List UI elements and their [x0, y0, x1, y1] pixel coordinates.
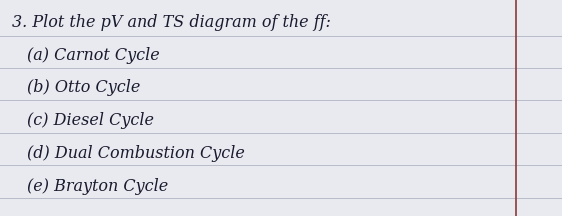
Text: (e) Brayton Cycle: (e) Brayton Cycle — [27, 178, 168, 195]
Text: (d) Dual Combustion Cycle: (d) Dual Combustion Cycle — [27, 145, 245, 162]
Text: (b) Otto Cycle: (b) Otto Cycle — [27, 79, 140, 96]
Text: (c) Diesel Cycle: (c) Diesel Cycle — [27, 112, 154, 129]
Text: 3. Plot the pV and TS diagram of the ff:: 3. Plot the pV and TS diagram of the ff: — [12, 14, 331, 31]
Text: (a) Carnot Cycle: (a) Carnot Cycle — [27, 47, 160, 64]
